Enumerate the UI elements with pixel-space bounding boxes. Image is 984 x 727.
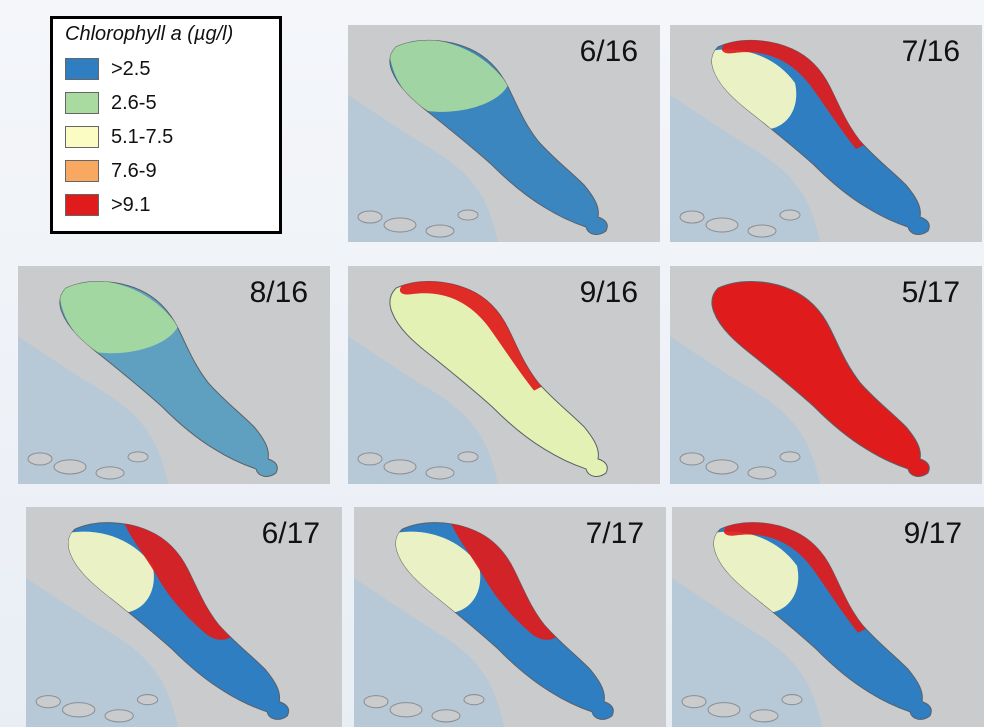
- sea-area: [670, 95, 820, 242]
- island: [425, 224, 455, 238]
- chlorophyll-patch: [450, 522, 560, 640]
- island: [27, 452, 53, 466]
- sea-area: [670, 336, 820, 484]
- sea-area: [672, 577, 822, 727]
- island: [705, 217, 739, 233]
- map-panel: 9/16: [348, 266, 660, 484]
- island: [781, 694, 803, 706]
- map-panel: 6/16: [348, 25, 660, 242]
- legend-item: 7.6-9: [65, 154, 269, 188]
- chlorophyll-patch: [399, 281, 546, 391]
- island: [457, 209, 479, 221]
- chlorophyll-patch: [721, 40, 868, 149]
- island: [136, 694, 159, 706]
- island: [681, 695, 707, 709]
- island: [431, 709, 461, 723]
- panel-date-label: 5/17: [901, 276, 960, 309]
- island: [425, 466, 455, 480]
- legend-label: 2.6-5: [111, 91, 157, 114]
- lake-map: [354, 507, 666, 727]
- panel-date-label: 9/17: [903, 517, 962, 550]
- legend-item: >2.5: [65, 52, 269, 86]
- island: [705, 459, 739, 475]
- map-panel: 7/17: [354, 507, 666, 727]
- island: [357, 452, 383, 466]
- island: [679, 452, 705, 466]
- island: [104, 709, 134, 723]
- legend-item: 5.1-7.5: [65, 120, 269, 154]
- legend: Chlorophyll a (µg/l) >2.5 2.6-5 5.1-7.5 …: [50, 16, 282, 234]
- map-panel: 5/17: [670, 266, 982, 484]
- chlorophyll-patch: [123, 522, 235, 640]
- island: [35, 695, 61, 709]
- island: [457, 451, 479, 463]
- lake-map: [348, 25, 660, 242]
- island: [463, 694, 485, 706]
- panel-date-label: 7/17: [585, 517, 644, 550]
- chlorophyll-patch: [711, 49, 797, 129]
- island: [779, 451, 801, 463]
- legend-label: >9.1: [111, 193, 151, 216]
- legend-swatch: [65, 194, 99, 216]
- map-panel: 6/17: [26, 507, 342, 727]
- legend-label: 7.6-9: [111, 159, 157, 182]
- sea-area: [354, 577, 504, 727]
- chlorophyll-patch: [723, 522, 870, 633]
- island: [747, 466, 777, 480]
- lake-map: [18, 266, 330, 484]
- island: [127, 451, 149, 463]
- chlorophyll-patch: [395, 531, 481, 613]
- island: [707, 702, 741, 718]
- legend-swatch: [65, 92, 99, 114]
- legend-swatch: [65, 160, 99, 182]
- island: [61, 702, 96, 718]
- island: [383, 217, 417, 233]
- island: [53, 459, 87, 475]
- legend-label: 5.1-7.5: [111, 125, 174, 148]
- lake-map: [672, 507, 984, 727]
- sea-area: [348, 336, 498, 484]
- panel-date-label: 6/16: [579, 35, 638, 68]
- sea-area: [26, 577, 178, 727]
- island: [679, 210, 705, 224]
- island: [747, 224, 777, 238]
- chlorophyll-patch: [713, 531, 799, 613]
- lake-map: [348, 266, 660, 484]
- chlorophyll-patch: [389, 40, 508, 112]
- map-panel: 9/17: [672, 507, 984, 727]
- legend-swatch: [65, 126, 99, 148]
- island: [363, 695, 389, 709]
- sea-area: [18, 336, 168, 484]
- panel-date-label: 7/16: [901, 35, 960, 68]
- legend-label: >2.5: [111, 57, 151, 80]
- island: [95, 466, 125, 480]
- map-panel: 8/16: [18, 266, 330, 484]
- map-panel: 7/16: [670, 25, 982, 242]
- sea-area: [348, 95, 498, 242]
- legend-item: 2.6-5: [65, 86, 269, 120]
- lake-map: [670, 25, 982, 242]
- lake-map: [26, 507, 342, 727]
- island: [389, 702, 423, 718]
- panel-date-label: 9/16: [579, 276, 638, 309]
- island: [357, 210, 383, 224]
- legend-item: >9.1: [65, 188, 269, 222]
- chlorophyll-patch: [59, 281, 178, 354]
- legend-swatch: [65, 58, 99, 80]
- island: [749, 709, 779, 723]
- panel-date-label: 6/17: [261, 517, 320, 550]
- lake-chlorophyll-area: [711, 280, 930, 477]
- panel-date-label: 8/16: [249, 276, 308, 309]
- island: [383, 459, 417, 475]
- island: [779, 209, 801, 221]
- legend-title: Chlorophyll a (µg/l): [65, 23, 234, 45]
- lake-map: [670, 266, 982, 484]
- chlorophyll-patch: [68, 531, 154, 613]
